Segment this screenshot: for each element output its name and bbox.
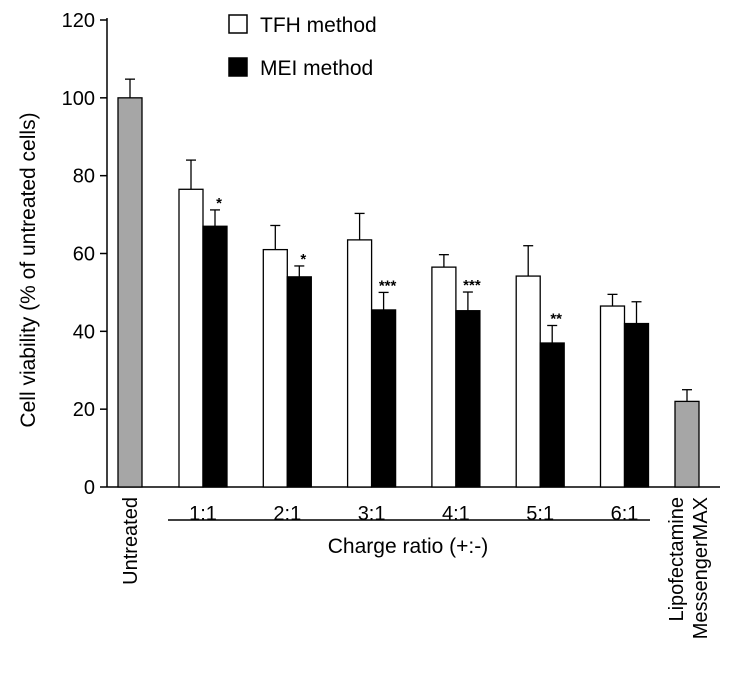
significance-label: **	[550, 310, 562, 327]
legend-label-tfh: TFH method	[260, 14, 377, 37]
labels-layer: 0 20 40 60 80 100 120 Untreated Lipofectamine Mes…	[62, 10, 712, 639]
bar-tfh	[599, 305, 626, 488]
legend-swatch-tfh	[228, 14, 248, 34]
y-tick-label: 120	[62, 10, 95, 32]
bar-tfh	[262, 248, 288, 488]
bar-tfh	[346, 239, 373, 488]
y-axis-title: Cell viability (% of untreated cells)	[17, 112, 40, 427]
y-tick-label: 60	[73, 244, 95, 266]
bar-tfh	[515, 275, 541, 488]
significance-label: ***	[463, 277, 481, 294]
bar-mei	[286, 276, 312, 488]
x-group-axis-title: Charge ratio (+:-)	[328, 535, 488, 558]
bars-layer	[117, 78, 700, 488]
bar-tfh	[431, 266, 457, 488]
bar-mei	[539, 342, 565, 488]
y-tick-label: 0	[84, 477, 95, 499]
control-bar-1	[117, 97, 143, 488]
control-bar-2	[674, 400, 700, 488]
legend: TFH method MEI method	[228, 14, 377, 80]
bar-tfh	[178, 188, 204, 488]
bar-mei	[623, 322, 650, 488]
category-label: 1:1	[189, 503, 217, 525]
bar-mei	[455, 310, 481, 488]
y-tick-label: 40	[73, 321, 95, 343]
y-tick-label: 20	[73, 399, 95, 421]
bar-mei	[202, 225, 228, 488]
significance-label: *	[216, 195, 222, 212]
legend-label-mei: MEI method	[260, 57, 373, 80]
y-tick-label: 80	[73, 166, 95, 188]
control-label-lipofectamine-line: MessengerMAX	[690, 497, 712, 639]
significance-label: *	[300, 251, 306, 268]
significance-label: ***	[379, 277, 397, 294]
legend-swatch-mei	[228, 57, 248, 77]
category-label: 2:1	[273, 503, 301, 525]
category-label: 5:1	[526, 503, 554, 525]
bar-mei	[370, 309, 397, 488]
category-label: 3:1	[358, 503, 386, 525]
category-label: 4:1	[442, 503, 470, 525]
control-label-untreated: Untreated	[120, 497, 142, 585]
y-tick-label: 100	[62, 88, 95, 110]
category-label: 6:1	[611, 503, 639, 525]
control-label-lipofectamine-line: Lipofectamine	[666, 497, 688, 622]
